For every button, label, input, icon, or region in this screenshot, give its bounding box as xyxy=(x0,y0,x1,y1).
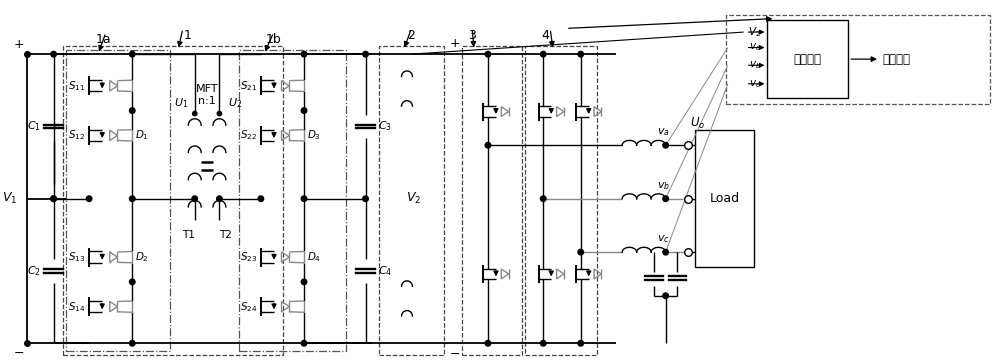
Text: $C_3$: $C_3$ xyxy=(378,119,392,133)
Text: $C_1$: $C_1$ xyxy=(27,119,41,133)
Text: $V_1$: $V_1$ xyxy=(2,191,17,206)
Circle shape xyxy=(663,249,668,255)
Circle shape xyxy=(578,340,583,346)
Text: $U_o$: $U_o$ xyxy=(690,116,706,131)
Bar xyxy=(462,46,522,355)
Circle shape xyxy=(129,51,135,57)
Text: $D_3$: $D_3$ xyxy=(307,128,321,142)
Text: Load: Load xyxy=(710,192,740,205)
Circle shape xyxy=(540,196,546,202)
Circle shape xyxy=(540,51,546,57)
Text: $S_{11}$: $S_{11}$ xyxy=(68,79,85,93)
Text: +: + xyxy=(449,37,460,50)
Text: 1a: 1a xyxy=(96,33,112,46)
Text: $D_4$: $D_4$ xyxy=(307,250,321,264)
Circle shape xyxy=(301,279,307,285)
Text: $S_{22}$: $S_{22}$ xyxy=(240,128,257,142)
Text: T2: T2 xyxy=(219,230,232,240)
Circle shape xyxy=(301,108,307,113)
Text: 1: 1 xyxy=(184,29,192,42)
Text: T1: T1 xyxy=(182,230,195,240)
Text: $v_b$: $v_b$ xyxy=(657,180,670,192)
Circle shape xyxy=(301,51,307,57)
Text: MFT: MFT xyxy=(196,84,218,94)
Text: $V_2$: $V_2$ xyxy=(406,191,421,206)
Text: $v_a$: $v_a$ xyxy=(657,127,670,138)
Bar xyxy=(695,130,754,267)
Circle shape xyxy=(578,249,583,255)
Text: $v_c$: $v_c$ xyxy=(749,78,761,90)
Circle shape xyxy=(192,196,198,202)
Text: $S_{21}$: $S_{21}$ xyxy=(240,79,257,93)
Text: $U_2$: $U_2$ xyxy=(228,96,242,110)
Text: $S_{12}$: $S_{12}$ xyxy=(68,128,85,142)
Text: $U_1$: $U_1$ xyxy=(174,96,188,110)
Text: 开关信号: 开关信号 xyxy=(883,53,911,66)
Circle shape xyxy=(129,108,135,113)
Bar xyxy=(379,46,444,355)
Text: $S_{24}$: $S_{24}$ xyxy=(240,300,257,313)
Text: $V_2$: $V_2$ xyxy=(748,25,761,39)
Text: 4: 4 xyxy=(541,29,549,42)
Circle shape xyxy=(485,51,491,57)
Circle shape xyxy=(301,340,307,346)
Circle shape xyxy=(86,196,92,202)
Circle shape xyxy=(129,279,135,285)
Bar xyxy=(525,46,597,355)
Circle shape xyxy=(363,51,368,57)
Circle shape xyxy=(663,196,668,202)
Circle shape xyxy=(258,196,264,202)
Text: 1b: 1b xyxy=(266,33,282,46)
Circle shape xyxy=(217,196,222,202)
Text: $S_{23}$: $S_{23}$ xyxy=(240,250,257,264)
Text: n:1: n:1 xyxy=(198,96,216,106)
Circle shape xyxy=(663,293,668,298)
Text: $v_b$: $v_b$ xyxy=(749,59,761,71)
Circle shape xyxy=(485,142,491,148)
Bar xyxy=(726,15,990,104)
Circle shape xyxy=(578,51,583,57)
Text: $S_{14}$: $S_{14}$ xyxy=(68,300,85,313)
Text: +: + xyxy=(14,38,24,51)
Circle shape xyxy=(129,196,135,202)
Bar xyxy=(239,50,346,351)
Circle shape xyxy=(363,196,368,202)
Bar xyxy=(767,20,848,98)
Circle shape xyxy=(217,111,222,116)
Text: 2: 2 xyxy=(407,29,415,42)
Text: $v_a$: $v_a$ xyxy=(749,41,761,54)
Text: 3: 3 xyxy=(468,29,476,42)
Circle shape xyxy=(129,340,135,346)
Text: $-$: $-$ xyxy=(449,347,461,360)
Circle shape xyxy=(663,142,668,148)
Circle shape xyxy=(301,196,307,202)
Circle shape xyxy=(193,111,197,116)
Circle shape xyxy=(51,196,56,202)
Bar xyxy=(66,50,170,351)
Text: $D_2$: $D_2$ xyxy=(135,250,149,264)
Circle shape xyxy=(540,340,546,346)
Text: $-$: $-$ xyxy=(13,346,25,359)
Bar xyxy=(63,46,283,355)
Text: $S_{13}$: $S_{13}$ xyxy=(68,250,85,264)
Text: 信号控制: 信号控制 xyxy=(794,53,822,66)
Circle shape xyxy=(51,196,56,202)
Circle shape xyxy=(51,51,56,57)
Text: $C_2$: $C_2$ xyxy=(27,264,41,278)
Text: $C_4$: $C_4$ xyxy=(378,264,393,278)
Circle shape xyxy=(485,340,491,346)
Text: $v_c$: $v_c$ xyxy=(657,233,670,245)
Text: $D_1$: $D_1$ xyxy=(135,128,149,142)
